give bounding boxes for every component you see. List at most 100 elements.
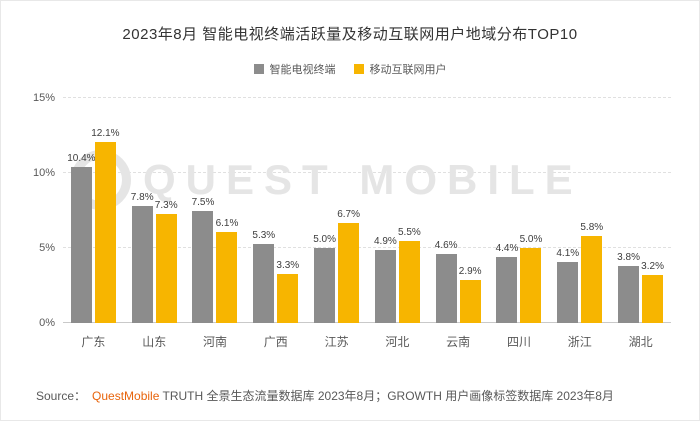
bar (216, 231, 238, 323)
bar-column: 5.3% (252, 98, 276, 323)
y-tick-label: 5% (39, 242, 55, 255)
bar-value-label: 5.3% (252, 229, 276, 241)
x-category-label: 云南 (446, 335, 471, 349)
bar-value-label: 7.3% (154, 199, 178, 211)
legend-item-smart-tv: 智能电视终端 (253, 61, 336, 77)
bar-value-label: 4.4% (495, 243, 519, 254)
bar (338, 222, 360, 323)
x-category-label: 河北 (385, 335, 410, 349)
bar (459, 279, 481, 323)
bar-column: 7.5% (191, 98, 215, 323)
bar (398, 240, 420, 323)
legend-swatch-mobile-internet (353, 64, 364, 74)
bar-value-label: 5.8% (580, 222, 604, 233)
bar-column: 6.7% (337, 98, 360, 323)
legend-swatch-smart-tv (253, 64, 264, 74)
bar-column: 3.2% (641, 98, 664, 323)
bar-group: 10.4% 12.1% 广东 (63, 98, 124, 350)
x-axis-baseline (63, 322, 671, 323)
bar (70, 167, 92, 323)
source-prefix: Source： (36, 389, 87, 403)
bar (496, 257, 518, 323)
bar-column: 4.1% (556, 98, 580, 323)
legend-label-smart-tv: 智能电视终端 (269, 64, 336, 76)
legend-item-mobile-internet: 移动互联网用户 (353, 61, 447, 77)
bar-group: 4.4% 5.0% 四川 (489, 98, 550, 349)
chart-area: QUEST MOBILE 0% 5% 10% 15% 10.4% 12.1% 广东 7.8% 7… (33, 92, 671, 350)
bar-column: 5.5% (397, 98, 421, 323)
bar-value-label: 7.5% (191, 196, 215, 208)
bar (314, 248, 336, 323)
legend-label-mobile-internet: 移动互联网用户 (369, 64, 447, 76)
bar-group: 5.3% 3.3% 广西 (245, 98, 306, 349)
bar-value-label: 3.8% (617, 252, 640, 263)
bar-value-label: 3.2% (641, 261, 664, 272)
x-category-label: 湖北 (628, 335, 653, 349)
bar-value-label: 5.5% (397, 226, 421, 238)
bar (131, 206, 153, 323)
bar (374, 249, 396, 323)
gridline (63, 172, 671, 174)
bar-column: 4.6% (434, 98, 458, 323)
chart-title: 2023年8月 智能电视终端活跃量及移动互联网用户地域分布TOP10 (122, 26, 578, 43)
bar-column: 12.1% (91, 98, 120, 323)
bar (192, 210, 214, 323)
x-category-label: 浙江 (567, 335, 592, 349)
bar-column: 4.9% (373, 98, 397, 323)
gridline (63, 97, 671, 98)
bar-value-label: 7.8% (130, 192, 154, 203)
x-category-label: 广东 (81, 335, 106, 349)
x-category-label: 山东 (142, 335, 167, 349)
y-tick-label: 10% (32, 167, 55, 180)
bar (277, 273, 299, 323)
source-text: TRUTH 全景生态流量数据库 2023年8月；GROWTH 用户画像标签数据库… (159, 389, 614, 403)
x-category-label: 广西 (263, 335, 288, 349)
bar-value-label: 5.0% (313, 234, 336, 246)
x-category-label: 江苏 (324, 335, 349, 349)
plot-area: 0% 5% 10% 15% 10.4% 12.1% 广东 7.8% 7.3% 山东 7.5% 6.1%… (33, 92, 671, 350)
bar-column: 10.4% (67, 98, 96, 323)
bar-column: 3.3% (276, 98, 300, 323)
bar-value-label: 10.4% (67, 153, 96, 164)
bar-column: 7.3% (154, 98, 178, 323)
chart-legend: 智能电视终端 移动互联网用户 (1, 61, 699, 77)
bar-value-label: 4.6% (434, 240, 458, 251)
bar-column: 6.1% (215, 98, 239, 323)
bar-value-label: 3.3% (276, 259, 300, 271)
y-tick-label: 15% (32, 92, 55, 104)
bar (94, 141, 116, 323)
bar-value-label: 4.1% (556, 247, 580, 259)
bar-column: 4.4% (495, 98, 519, 323)
bar-group: 4.9% 5.5% 河北 (367, 98, 428, 350)
bar (155, 213, 177, 323)
gridline (63, 247, 671, 249)
bar (642, 275, 664, 323)
bar (253, 243, 275, 323)
bar-column: 5.0% (313, 98, 336, 323)
y-tick-label: 0% (39, 317, 55, 329)
bar-column: 2.9% (458, 98, 482, 323)
bar-group: 7.5% 6.1% 河南 (185, 98, 246, 350)
bar-column: 3.8% (617, 98, 640, 323)
bar-value-label: 5.0% (519, 234, 543, 246)
bar-group: 4.6% 2.9% 云南 (428, 98, 489, 349)
bar-value-label: 4.9% (373, 235, 397, 247)
bar-column: 5.8% (580, 98, 604, 323)
x-category-label: 河南 (202, 335, 227, 349)
x-category-label: 四川 (506, 335, 531, 349)
bar-value-label: 12.1% (91, 127, 120, 139)
bar-value-label: 6.1% (215, 217, 239, 229)
bar (557, 261, 579, 323)
bar-value-label: 6.7% (337, 208, 360, 220)
source-brand: QuestMobile (92, 389, 160, 403)
source-line: Source： QuestMobile TRUTH 全景生态流量数据库 2023年… (36, 387, 614, 404)
bar (435, 254, 457, 323)
bar-group: 4.1% 5.8% 浙江 (549, 98, 610, 349)
bar-column: 5.0% (519, 98, 543, 323)
bar-column: 7.8% (130, 98, 154, 323)
bar-group: 5.0% 6.7% 江苏 (306, 98, 367, 350)
bar-group: 3.8% 3.2% 湖北 (610, 98, 671, 349)
bar (520, 248, 542, 323)
bar-value-label: 2.9% (458, 265, 482, 277)
